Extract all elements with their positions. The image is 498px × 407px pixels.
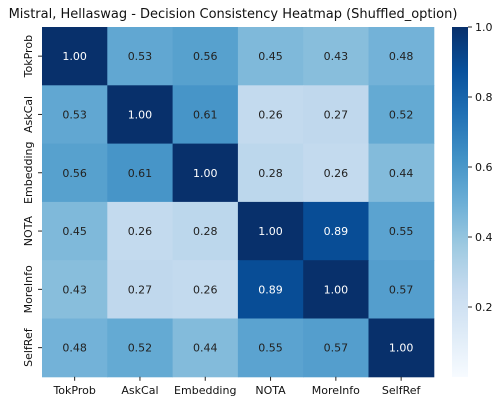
heatmap-cell [42,318,108,378]
heatmap-cell [237,201,304,261]
colorbar [452,27,468,377]
cell-value-label: 0.57 [324,342,349,355]
y-tick-label: SelfRef [22,327,35,367]
heatmap-cell [237,27,304,86]
heatmap-cell [237,260,304,319]
chart-title: Mistral, Hellaswag - Decision Consistenc… [9,7,458,22]
colorbar-tick-label: 0.6 [475,161,493,174]
cell-value-label: 0.43 [62,283,87,296]
cell-value-label: 0.57 [389,283,414,296]
heatmap-cell [42,260,108,319]
cell-value-label: 0.26 [258,108,283,121]
heatmap-cell [368,85,435,145]
y-tick-label: TokProb [22,35,35,78]
heatmap-cell [42,201,108,261]
heatmap-cell [368,27,435,86]
cell-value-label: 0.26 [193,283,218,296]
cell-value-label: 1.00 [193,167,218,180]
cell-value-label: 0.28 [258,167,283,180]
y-tick-label: Embedding [22,142,35,204]
heatmap-cell [107,260,174,319]
x-axis-ticks: TokProb AskCal Embedding NOTA MoreInfo SelfRe… [52,376,422,397]
heatmap-cell [303,201,369,261]
y-tick-label: NOTA [22,215,35,246]
heatmap-cell [303,260,369,319]
cell-value-label: 0.43 [324,50,349,63]
cell-value-label: 0.52 [389,108,414,121]
heatmap-cell [237,318,304,378]
cell-value-label: 0.48 [389,50,414,63]
heatmap-cell [237,143,304,203]
heatmap-cell [172,201,239,261]
cell-value-label: 0.53 [128,50,153,63]
heatmap-cell [368,260,435,319]
cell-value-label: 0.89 [324,225,349,238]
cell-value-label: 0.48 [62,342,87,355]
heatmap-cell [172,27,239,86]
heatmap-cell [368,143,435,203]
x-tick-label: TokProb [52,384,95,397]
cell-value-label: 0.27 [128,283,153,296]
cell-value-label: 0.89 [258,283,283,296]
heatmap-cell [172,85,239,145]
cell-value-label: 0.44 [389,167,414,180]
colorbar-ticks: 0.2 0.4 0.6 0.8 1.0 [468,21,493,314]
cell-value-label: 0.56 [193,50,218,63]
heatmap-cell [368,318,435,378]
cell-value-label: 0.56 [62,167,87,180]
cell-value-label: 0.45 [258,50,283,63]
colorbar-tick-label: 1.0 [475,21,493,34]
cell-value-label: 1.00 [62,50,87,63]
cell-value-label: 0.26 [324,167,349,180]
colorbar-tick-label: 0.4 [475,231,493,244]
cell-value-label: 0.55 [389,225,414,238]
heatmap-cell [107,27,174,86]
heatmap-cell [42,27,108,86]
heatmap-cell [172,260,239,319]
cell-value-label: 0.28 [193,225,218,238]
heatmap-cell [107,143,174,203]
heatmap-cell [107,318,174,378]
cell-value-label: 0.44 [193,342,218,355]
cell-value-label: 0.55 [258,342,283,355]
y-tick-label: AskCal [22,96,35,133]
heatmap-cell [42,143,108,203]
heatmap-cell [368,201,435,261]
heatmap-cell [303,27,369,86]
cell-value-label: 0.45 [62,225,87,238]
cell-value-label: 1.00 [128,108,153,121]
heatmap-cell [107,201,174,261]
x-tick-label: Embedding [174,384,236,397]
heatmap-cell [172,143,239,203]
cell-value-label: 0.26 [128,225,153,238]
y-tick-label: MoreInfo [22,265,35,313]
cell-value-label: 0.52 [128,342,153,355]
colorbar-tick-label: 0.8 [475,91,493,104]
heatmap-cell [42,85,108,145]
x-tick-label: AskCal [121,384,158,397]
cell-value-label: 0.27 [324,108,349,121]
cell-value-label: 1.00 [389,342,414,355]
x-tick-label: NOTA [255,384,286,397]
y-axis-ticks: TokProb AskCal Embedding NOTA MoreInfo SelfRe… [22,35,42,367]
cell-value-label: 1.00 [324,283,349,296]
heatmap-cell [303,143,369,203]
heatmap-cell [172,318,239,378]
cell-value-label: 0.61 [128,167,153,180]
cell-value-label: 0.53 [62,108,87,121]
heatmap-cell [107,85,174,145]
x-tick-label: MoreInfo [312,384,360,397]
cell-value-label: 0.61 [193,108,218,121]
colorbar-tick-label: 0.2 [475,301,493,314]
heatmap-cell [303,85,369,145]
heatmap-cells: 1.00 0.53 0.56 0.45 0.43 0.48 0.53 1.00 0.61 0.26… [42,27,435,378]
cell-value-label: 1.00 [258,225,283,238]
x-tick-label: SelfRef [382,384,422,397]
heatmap-cell [237,85,304,145]
heatmap-cell [303,318,369,378]
